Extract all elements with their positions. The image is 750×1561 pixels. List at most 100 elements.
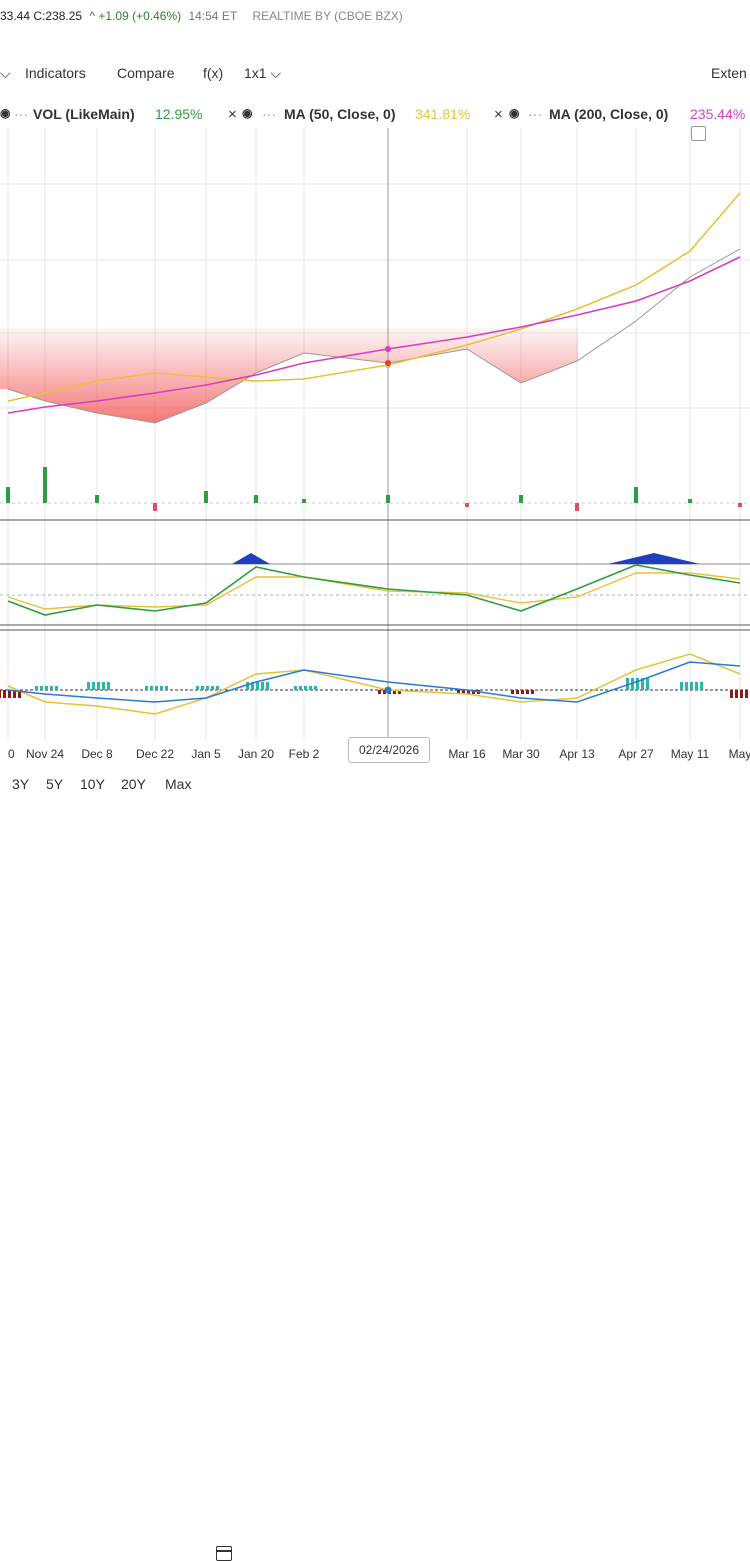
macd-histogram-bar xyxy=(211,686,214,690)
extended-hours-checkbox[interactable] xyxy=(691,126,706,141)
function-button[interactable]: f(x) xyxy=(203,65,224,81)
macd-histogram-bar xyxy=(680,682,683,690)
chart-toolbar: ⌵ Indicators Compare f(x) 1x1 ⌵ Exten xyxy=(0,60,750,141)
price-chart[interactable]: 0 Nov 24 Dec 8 Dec 22 Jan 5 Jan 20 Feb 2 Mar 16… xyxy=(0,128,750,770)
macd-histogram-bar xyxy=(631,678,634,690)
macd-histogram-bar xyxy=(695,682,698,690)
volume-bar xyxy=(6,487,10,503)
eye-icon[interactable]: ◉ xyxy=(509,106,520,120)
macd-histogram-bar xyxy=(511,690,514,694)
range-20y-button[interactable]: 20Y xyxy=(121,776,146,792)
macd-histogram-bar xyxy=(467,690,470,694)
macd-histogram-bar xyxy=(13,690,16,698)
x-axis-tick-label: Mar 30 xyxy=(502,747,540,761)
price-line xyxy=(7,248,741,424)
x-axis-tick-label: Dec 22 xyxy=(136,747,174,761)
macd-histogram-bar xyxy=(531,690,534,694)
volume-bar xyxy=(95,495,99,503)
x-axis-tick-label: Feb 2 xyxy=(289,747,320,761)
realtime-source: REALTIME BY (CBOE BZX) xyxy=(252,9,403,23)
layout-dropdown[interactable]: 1x1 ⌵ xyxy=(244,65,282,81)
macd-histogram-bar xyxy=(398,690,401,694)
macd-histogram-bar xyxy=(299,686,302,690)
macd-histogram-bar xyxy=(196,686,199,690)
more-icon[interactable]: ··· xyxy=(262,106,276,122)
price-crosshair-dot xyxy=(385,360,391,366)
eye-icon[interactable]: ◉ xyxy=(242,106,253,120)
x-axis-tick-label: 0 xyxy=(8,747,15,761)
macd-histogram-bar xyxy=(87,682,90,690)
quote-time: 14:54 ET xyxy=(188,9,238,23)
macd-histogram-bar xyxy=(314,686,317,690)
macd-signal-line xyxy=(7,653,741,715)
macd-histogram-bar xyxy=(462,690,465,694)
macd-histogram-bar xyxy=(266,682,269,690)
close-icon[interactable]: × xyxy=(494,106,503,123)
volume-bar xyxy=(302,499,306,503)
chevron-down-icon[interactable]: ⌵ xyxy=(0,65,11,81)
range-max-button[interactable]: Max xyxy=(165,776,192,792)
range-selector: 3Y 5Y 10Y 20Y Max xyxy=(0,770,750,1561)
compare-button[interactable]: Compare xyxy=(117,65,175,81)
macd-histogram-bar xyxy=(97,682,100,690)
indicators-button[interactable]: Indicators xyxy=(25,65,86,81)
macd-histogram-bar xyxy=(18,690,21,698)
macd-histogram-bar xyxy=(256,682,259,690)
x-axis-tick-label: Mar 16 xyxy=(448,747,486,761)
calendar-icon[interactable] xyxy=(216,1546,232,1561)
macd-histogram-bar xyxy=(626,678,629,690)
ma200-legend-value: 235.44% xyxy=(690,106,746,122)
volume-bar xyxy=(204,491,208,503)
volume-bar xyxy=(465,503,469,507)
macd-histogram-bar xyxy=(102,682,105,690)
macd-histogram-bar xyxy=(378,690,381,694)
volume-bar xyxy=(153,503,157,511)
macd-histogram-bar xyxy=(206,686,209,690)
macd-histogram-bar xyxy=(0,690,1,698)
macd-histogram-bar xyxy=(50,686,53,690)
eye-icon[interactable]: ◉ xyxy=(0,106,11,120)
macd-histogram-bar xyxy=(165,686,168,690)
macd-histogram-bar xyxy=(646,678,649,690)
macd-histogram-bar xyxy=(107,682,110,690)
macd-histogram-bar xyxy=(216,686,219,690)
range-5y-button[interactable]: 5Y xyxy=(46,776,64,792)
volume-bar xyxy=(688,499,692,503)
macd-histogram-bar xyxy=(457,690,460,694)
close-icon[interactable]: × xyxy=(228,106,237,123)
price-change: ^ +1.09 (+0.46%) xyxy=(89,9,182,23)
x-axis-tick-label: Apr 27 xyxy=(618,747,654,761)
range-3y-button[interactable]: 3Y xyxy=(12,776,30,792)
osc-overbought-fill xyxy=(608,553,700,564)
macd-histogram-bar xyxy=(516,690,519,694)
macd-histogram-bar xyxy=(745,690,748,698)
macd-histogram-bar xyxy=(526,690,529,694)
oscillator-signal-line xyxy=(7,572,741,610)
macd-histogram-bar xyxy=(155,686,158,690)
volume-bar xyxy=(43,467,47,503)
macd-histogram-bar xyxy=(201,686,204,690)
ma50-legend-value: 341.81% xyxy=(415,106,471,122)
indicator-legend: ◉ ··· VOL (LikeMain) 12.95% ◉ ··· MA (50… xyxy=(0,104,750,126)
macd-histogram-bar xyxy=(145,686,148,690)
more-icon[interactable]: ··· xyxy=(528,106,542,122)
macd-histogram-bar xyxy=(35,686,38,690)
more-icon[interactable]: ··· xyxy=(14,106,28,122)
x-axis-tick-label: Jan 20 xyxy=(238,747,274,761)
ma50-legend-label: MA (50, Close, 0) xyxy=(284,106,396,122)
ma200-line xyxy=(7,256,741,414)
x-axis-tick-label: Apr 13 xyxy=(559,747,595,761)
osc-overbought-fill xyxy=(232,553,270,564)
ma200-legend-label: MA (200, Close, 0) xyxy=(549,106,669,122)
range-10y-button[interactable]: 10Y xyxy=(80,776,105,792)
macd-histogram-bar xyxy=(521,690,524,694)
macd-histogram-bar xyxy=(160,686,163,690)
macd-histogram-bar xyxy=(700,682,703,690)
macd-histogram-bar xyxy=(261,682,264,690)
ma50-line xyxy=(7,192,741,402)
macd-histogram-bar xyxy=(690,682,693,690)
crosshair-date-label: 02/24/2026 xyxy=(348,737,430,763)
macd-histogram-bar xyxy=(735,690,738,698)
volume-bar xyxy=(634,487,638,503)
oscillator-line xyxy=(7,564,741,616)
